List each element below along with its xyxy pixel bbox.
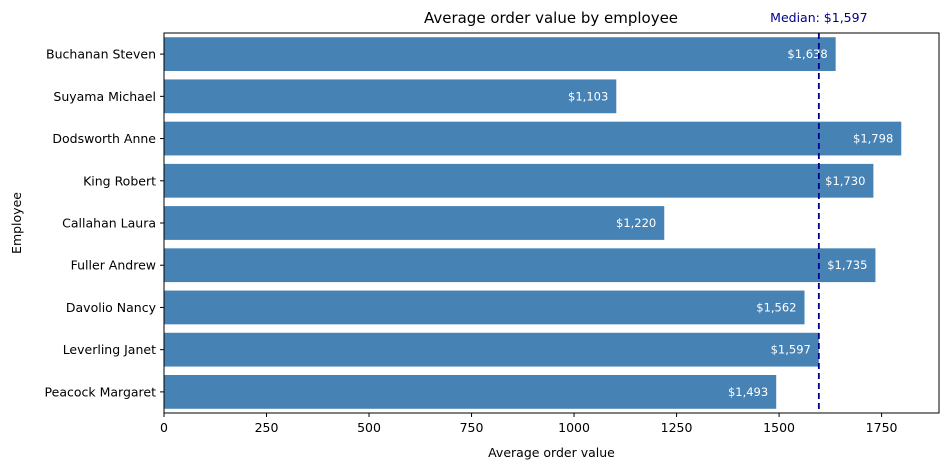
bars-group: $1,638 $1,103 $1,798 $1,730 $1,220 $1,735 $1,5…: [164, 37, 902, 409]
y-tick-label: Buchanan Steven: [46, 47, 156, 62]
bar-value-label: $1,735: [827, 258, 867, 272]
y-axis-categories: Buchanan Steven Suyama Michael Dodsworth A…: [45, 47, 164, 399]
y-tick-label: Davolio Nancy: [66, 300, 157, 315]
y-tick-label: Fuller Andrew: [71, 258, 156, 273]
chart-title: Average order value by employee: [424, 9, 678, 27]
bar: [164, 79, 617, 114]
bar: [164, 290, 805, 325]
x-tick-label: 1000: [558, 420, 590, 435]
y-tick-label: Suyama Michael: [53, 89, 156, 104]
x-axis-title: Average order value: [488, 445, 615, 460]
x-tick-label: 1750: [866, 420, 898, 435]
x-tick-label: 250: [255, 420, 279, 435]
bar: [164, 37, 836, 71]
x-tick-label: 1500: [763, 420, 795, 435]
bar-value-label: $1,597: [771, 343, 811, 357]
bar: [164, 163, 874, 198]
bar-value-label: $1,220: [616, 216, 656, 230]
bar-value-label: $1,730: [825, 174, 865, 188]
bar: [164, 332, 819, 367]
bar-value-label: $1,798: [853, 132, 893, 146]
y-tick-label: Callahan Laura: [62, 216, 156, 231]
y-tick-label: Peacock Margaret: [45, 384, 157, 399]
median-label: Median: $1,597: [770, 10, 867, 25]
x-axis-ticks: 0 250 500 750 1000 1250 1500 1750: [160, 413, 898, 435]
bar: [164, 248, 876, 283]
y-tick-label: Dodsworth Anne: [52, 131, 156, 146]
x-tick-label: 1250: [661, 420, 693, 435]
bar-value-label: $1,493: [728, 385, 768, 399]
x-tick-label: 500: [357, 420, 381, 435]
x-tick-label: 0: [160, 420, 168, 435]
y-tick-label: Leverling Janet: [63, 342, 156, 357]
bar: [164, 375, 777, 409]
bar-value-label: $1,103: [568, 89, 608, 103]
y-tick-label: King Robert: [83, 173, 156, 188]
x-tick-label: 750: [460, 420, 484, 435]
bar: [164, 121, 902, 156]
y-axis-title: Employee: [9, 192, 24, 254]
median-group: Median: $1,597: [770, 10, 868, 413]
bar: [164, 206, 665, 240]
bar-value-label: $1,638: [787, 47, 827, 61]
bar-value-label: $1,562: [756, 300, 796, 314]
